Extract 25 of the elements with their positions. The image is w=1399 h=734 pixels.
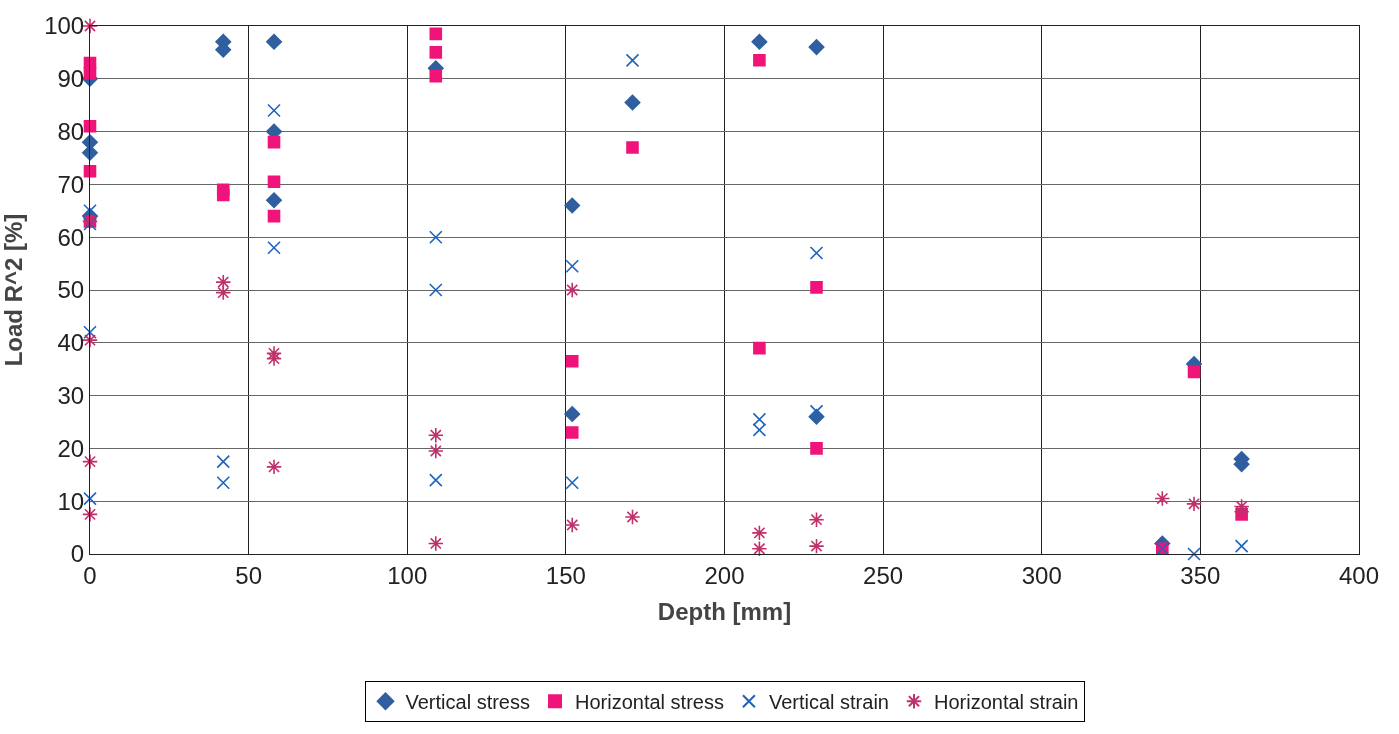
x-tick-label: 400 [1338, 561, 1380, 589]
y-tick-label: 20 [57, 434, 85, 462]
y-tick-label: 70 [57, 170, 85, 198]
y-tick-label: 60 [57, 223, 85, 251]
x-tick-label: 200 [704, 561, 745, 589]
x-tick-label: 50 [235, 561, 262, 589]
y-tick-label: 50 [57, 276, 85, 304]
x-tick-label: 350 [1180, 561, 1221, 589]
legend-label: Vertical stress [405, 691, 530, 714]
y-tick-label: 40 [57, 329, 85, 357]
x-tick-label: 150 [545, 561, 586, 589]
y-tick-label: 30 [57, 382, 85, 409]
y-tick-label: 90 [57, 65, 85, 93]
y-tick-label: 100 [44, 12, 85, 40]
legend-label: Horizontal stress [574, 691, 724, 714]
y-tick-label: 10 [57, 487, 85, 515]
y-tick-label: 80 [57, 118, 85, 145]
y-tick-label: 0 [70, 540, 85, 568]
x-tick-label: 300 [1021, 561, 1062, 589]
legend-label: Horizontal strain [933, 691, 1079, 714]
legend-label: Vertical strain [768, 691, 889, 714]
x-tick-label: 100 [387, 561, 428, 589]
x-axis-title: Depth [mm] [657, 598, 792, 626]
x-tick-label: 250 [863, 561, 904, 589]
y-axis-title: Load R^2 [%] [0, 213, 27, 367]
